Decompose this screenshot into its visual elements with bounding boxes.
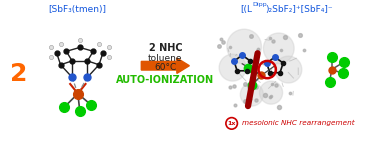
Circle shape xyxy=(219,54,246,81)
Text: mesolonic NHC rearrangement: mesolonic NHC rearrangement xyxy=(242,120,355,126)
Text: Dipp: Dipp xyxy=(253,2,267,7)
Circle shape xyxy=(263,33,294,64)
Text: [(L: [(L xyxy=(240,5,252,14)
Text: )₂SbF₂]⁺[SbF₄]⁻: )₂SbF₂]⁺[SbF₄]⁻ xyxy=(265,5,333,14)
Circle shape xyxy=(240,83,263,106)
Text: toluene: toluene xyxy=(148,55,183,64)
Text: [SbF₃(tmen)]: [SbF₃(tmen)] xyxy=(48,5,106,14)
FancyArrow shape xyxy=(141,58,189,73)
Text: 2: 2 xyxy=(9,62,27,86)
Circle shape xyxy=(227,29,262,64)
Circle shape xyxy=(260,81,283,104)
Text: AUTO-IONIZATION: AUTO-IONIZATION xyxy=(116,75,214,85)
Text: 60°C: 60°C xyxy=(154,63,177,72)
Circle shape xyxy=(275,56,302,83)
Text: 2 NHC: 2 NHC xyxy=(149,43,182,53)
Text: 1x: 1x xyxy=(228,121,236,126)
